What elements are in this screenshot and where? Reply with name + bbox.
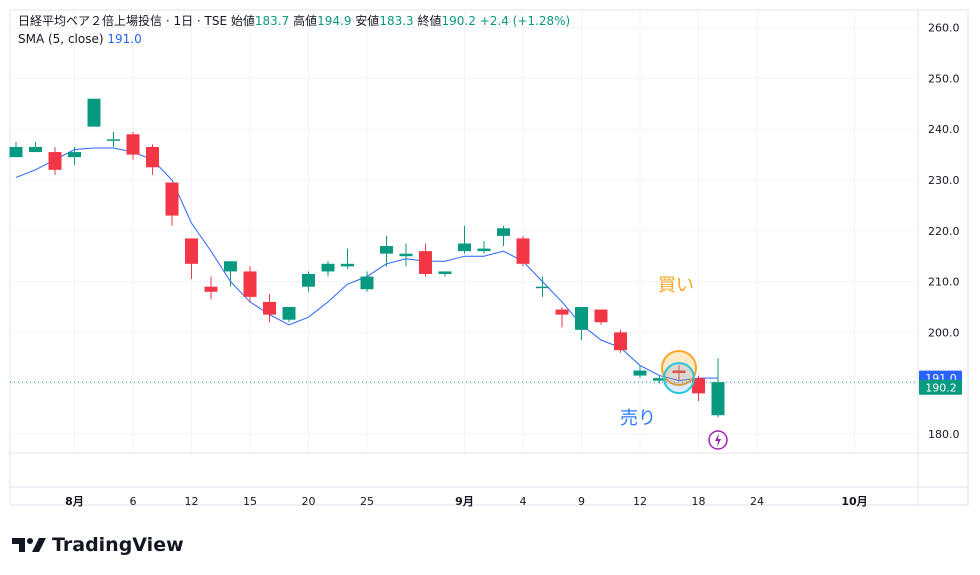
legend-ohlc-line: 日経平均ベア２倍上場投信 · 1日 · TSE 始値183.7 高値194.9 …	[18, 12, 570, 30]
candle-down	[185, 238, 198, 264]
x-tick-label: 24	[750, 495, 764, 508]
x-tick-label: 6	[130, 495, 137, 508]
sell-annotation: 売り	[620, 408, 656, 429]
candle-up	[653, 378, 666, 381]
brand-name: TradingView	[52, 534, 184, 556]
change-value: +2.4 (+1.28%)	[479, 14, 571, 28]
sma-label[interactable]: SMA (5, close)	[18, 32, 104, 46]
chart-legend: 日経平均ベア２倍上場投信 · 1日 · TSE 始値183.7 高値194.9 …	[18, 12, 570, 48]
candle-up	[87, 98, 101, 127]
candle-up	[633, 370, 647, 376]
open-value: 183.7	[254, 14, 290, 28]
y-tick-label: 180.0	[928, 428, 960, 441]
y-tick-label: 210.0	[928, 276, 960, 289]
candle-up	[360, 276, 374, 290]
candle-up	[321, 263, 335, 272]
candle-down	[555, 309, 569, 315]
candle-up	[9, 146, 23, 158]
y-tick-label: 240.0	[928, 123, 960, 136]
y-tick-label: 220.0	[928, 225, 960, 238]
x-tick-label: 18	[692, 495, 706, 508]
x-tick-label: 9月	[455, 495, 474, 508]
candle-down	[263, 301, 276, 315]
candle-up	[536, 286, 549, 289]
x-tick-label: 10月	[841, 495, 867, 508]
candle-down	[146, 146, 159, 168]
legend-sma-line: SMA (5, close) 191.0	[18, 30, 570, 48]
symbol-title[interactable]: 日経平均ベア２倍上場投信 · 1日 · TSE	[18, 14, 228, 28]
x-tick-label: 8月	[65, 495, 84, 508]
x-tick-label: 20	[302, 495, 316, 508]
candle-up	[477, 248, 491, 252]
tradingview-logo[interactable]: TradingView	[12, 534, 184, 556]
candle-up	[458, 243, 471, 252]
y-tick-label: 230.0	[928, 174, 960, 187]
close-label: 終値	[417, 14, 442, 28]
tradingview-logo-icon	[12, 538, 46, 552]
last-price-label: 190.2	[925, 381, 957, 394]
high-value: 194.9	[317, 14, 352, 28]
candle-down	[243, 271, 257, 297]
low-label: 安値	[355, 14, 380, 28]
low-value: 183.3	[379, 14, 414, 28]
candle-up	[282, 307, 296, 320]
candle-down	[594, 309, 608, 323]
sell-marker-circle	[663, 362, 695, 395]
x-tick-label: 9	[578, 495, 585, 508]
candle-up	[341, 263, 354, 267]
x-tick-label: 15	[243, 495, 257, 508]
x-tick-label: 12	[633, 495, 647, 508]
candle-up	[438, 271, 452, 274]
candle-down	[126, 134, 140, 155]
lightning-icon	[715, 433, 721, 447]
x-tick-label: 4	[520, 495, 527, 508]
high-label: 高値	[293, 14, 318, 28]
chart-frame	[9, 9, 969, 506]
y-tick-label: 200.0	[928, 326, 960, 339]
last-price-label-bg	[919, 379, 962, 395]
candle-down	[165, 182, 179, 216]
candle-up	[399, 253, 413, 257]
candle-down	[204, 286, 218, 292]
candle-up	[107, 139, 120, 141]
candle-up	[575, 307, 588, 330]
candle-down	[48, 152, 62, 170]
candle-up	[302, 273, 315, 287]
candle-down	[516, 238, 530, 264]
candle-down	[672, 370, 686, 374]
candle-down	[419, 251, 432, 274]
sma-value: 191.0	[107, 32, 142, 46]
close-value: 190.2	[441, 14, 476, 28]
candle-up	[224, 261, 237, 272]
candle-down	[614, 332, 627, 351]
open-label: 始値	[230, 14, 255, 28]
x-tick-label: 12	[185, 495, 199, 508]
x-tick-label: 25	[360, 495, 374, 508]
candle-up	[29, 146, 42, 153]
candle-down	[692, 378, 705, 394]
candle-up	[380, 246, 393, 254]
buy-marker-circle	[661, 349, 697, 386]
y-tick-label: 250.0	[928, 72, 960, 85]
candle-up	[68, 152, 81, 158]
buy-annotation: 買い	[658, 275, 694, 296]
y-tick-label: 260.0	[928, 22, 960, 35]
candle-up	[497, 228, 510, 236]
candle-up	[711, 382, 725, 416]
